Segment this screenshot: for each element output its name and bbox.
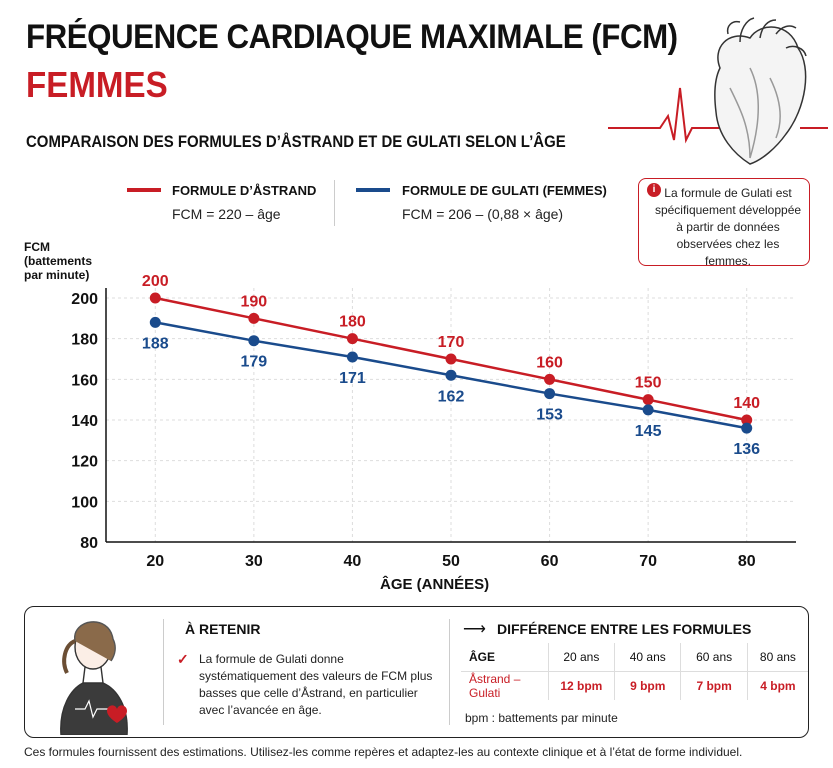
y-tick-label: 80 bbox=[80, 535, 98, 552]
data-label: 180 bbox=[339, 314, 366, 331]
ecg-line bbox=[608, 87, 740, 144]
athlete-icon bbox=[60, 621, 128, 735]
y-tick-label: 180 bbox=[71, 332, 98, 349]
legend-label-astrand: FORMULE D’ÅSTRAND bbox=[172, 183, 317, 198]
legend-swatch-astrand bbox=[127, 188, 161, 192]
info-box: i La formule de Gulati est spécifiquemen… bbox=[638, 178, 810, 268]
table-header-row: ÂGE 20 ans 40 ans 60 ans 80 ans bbox=[461, 643, 808, 672]
x-tick-label: 40 bbox=[344, 553, 362, 570]
data-point bbox=[642, 394, 654, 406]
data-label: 200 bbox=[142, 273, 169, 290]
data-point bbox=[149, 316, 161, 328]
data-point bbox=[248, 312, 260, 324]
x-axis-title: ÂGE (ANNÉES) bbox=[380, 576, 490, 593]
data-label: 179 bbox=[241, 354, 268, 371]
x-tick-label: 70 bbox=[639, 553, 657, 570]
info-icon: i bbox=[647, 183, 661, 197]
table-header-age: ÂGE bbox=[469, 650, 496, 664]
summary-box: À RETENIR ✓ La formule de Gulati donne s… bbox=[24, 606, 809, 738]
difference-table: ÂGE 20 ans 40 ans 60 ans 80 ans Åstrand … bbox=[461, 643, 808, 700]
data-point bbox=[544, 388, 556, 400]
data-point bbox=[741, 414, 753, 426]
woman-illustration bbox=[60, 621, 128, 735]
legend-formula-astrand: FCM = 220 – âge bbox=[172, 206, 281, 222]
legend-swatch-gulati bbox=[356, 188, 390, 192]
table-row: Åstrand – Gulati 12 bpm 9 bpm 7 bpm 4 bp… bbox=[461, 671, 808, 700]
table-cell: 12 bpm bbox=[547, 671, 615, 700]
info-text: La formule de Gulati est spécifiquement … bbox=[654, 186, 802, 268]
data-label: 145 bbox=[635, 423, 662, 440]
data-point bbox=[346, 333, 358, 345]
data-label: 190 bbox=[241, 293, 268, 310]
y-tick-label: 100 bbox=[71, 494, 98, 511]
table-header-cell: 40 ans bbox=[614, 643, 681, 672]
heart-illustration bbox=[608, 17, 828, 165]
y-tick-label: 120 bbox=[71, 454, 98, 471]
x-tick-label: 50 bbox=[442, 553, 460, 570]
data-label: 136 bbox=[733, 441, 760, 458]
page-subtitle: COMPARAISON DES FORMULES D’ÅSTRAND ET DE… bbox=[26, 132, 566, 151]
table-cell: 9 bpm bbox=[614, 671, 681, 700]
data-label: 160 bbox=[536, 354, 563, 371]
table-row-label: Åstrand – Gulati bbox=[469, 672, 521, 700]
heart-icon bbox=[107, 705, 127, 723]
data-label: 170 bbox=[438, 334, 465, 351]
y-tick-label: 140 bbox=[71, 413, 98, 430]
data-point bbox=[248, 335, 260, 347]
difference-title: DIFFÉRENCE ENTRE LES FORMULES bbox=[497, 621, 752, 637]
arrow-right-icon: ⟶ bbox=[463, 621, 486, 638]
data-point bbox=[346, 351, 358, 363]
data-point bbox=[741, 422, 753, 434]
page-title-sub: FEMMES bbox=[26, 64, 168, 105]
data-point bbox=[544, 373, 556, 385]
data-label: 140 bbox=[733, 395, 760, 412]
footer-note: Ces formules fournissent des estimations… bbox=[24, 745, 743, 759]
x-tick-label: 20 bbox=[146, 553, 164, 570]
data-point bbox=[149, 292, 161, 304]
x-tick-label: 80 bbox=[738, 553, 756, 570]
table-header-cell: 20 ans bbox=[547, 643, 615, 672]
page-title: FRÉQUENCE CARDIAQUE MAXIMALE (FCM) bbox=[26, 18, 678, 56]
summary-divider-1 bbox=[163, 619, 164, 725]
data-point bbox=[642, 404, 654, 416]
bpm-note: bpm : battements par minute bbox=[465, 711, 618, 725]
table-header-cell: 60 ans bbox=[680, 643, 748, 672]
data-label: 153 bbox=[536, 407, 563, 424]
x-tick-label: 30 bbox=[245, 553, 263, 570]
table-cell: 4 bpm bbox=[746, 671, 808, 700]
heart-icon bbox=[714, 17, 807, 165]
y-tick-label: 160 bbox=[71, 372, 98, 389]
summary-divider-2 bbox=[449, 619, 450, 725]
data-label: 188 bbox=[142, 335, 169, 352]
x-tick-label: 60 bbox=[541, 553, 559, 570]
y-axis-title: FCM (battements par minute) bbox=[24, 240, 93, 282]
line-chart: 80 100 120 140 160 180 200 20 30 40 50 60 70 80 200 190… bbox=[71, 273, 796, 570]
legend-label-gulati: FORMULE DE GULATI (FEMMES) bbox=[402, 183, 607, 198]
legend-divider bbox=[334, 180, 335, 226]
data-label: 150 bbox=[635, 375, 662, 392]
data-label: 162 bbox=[438, 388, 465, 405]
check-icon: ✓ bbox=[177, 651, 189, 667]
legend-formula-gulati: FCM = 206 – (0,88 × âge) bbox=[402, 206, 564, 222]
retenir-text: La formule de Gulati donne systématiquem… bbox=[199, 652, 433, 717]
data-label: 171 bbox=[339, 370, 366, 387]
retenir-title: À RETENIR bbox=[185, 621, 261, 637]
table-cell: 7 bpm bbox=[680, 671, 748, 700]
table-header-cell: 80 ans bbox=[746, 643, 808, 672]
data-point bbox=[445, 353, 457, 365]
y-tick-label: 200 bbox=[71, 291, 98, 308]
data-point bbox=[445, 369, 457, 381]
